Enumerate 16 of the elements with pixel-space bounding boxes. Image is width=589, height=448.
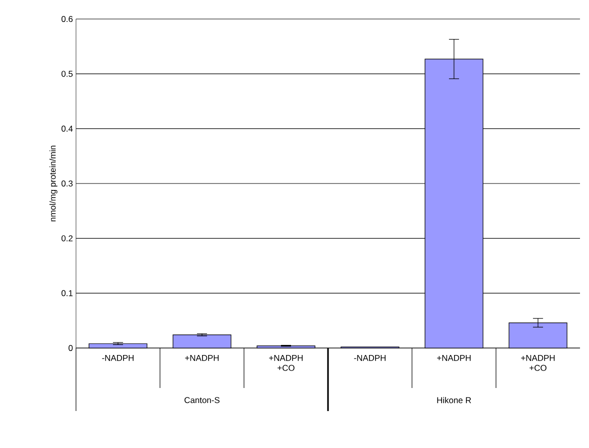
y-tick-label: 0.3 — [62, 180, 73, 186]
text: Hikone R — [437, 396, 472, 404]
y-tick-label: 0.5 — [62, 70, 73, 77]
x-tick-label: +NADPH — [185, 355, 219, 361]
x-tick-label: +NADPH +CO — [269, 355, 303, 371]
y-tick-label: 0.1 — [62, 290, 73, 296]
x-tick-label: +NADPH — [437, 355, 471, 361]
y-tick-label: 0.4 — [62, 126, 73, 132]
y-axis-title: nmol/mg protein/min — [49, 146, 58, 222]
x-tick-label: -NADPH — [354, 355, 386, 361]
y-tick-label: 0.2 — [62, 235, 73, 242]
y-tick-label: 0.6 — [62, 16, 73, 22]
x-tick-label: -NADPH — [102, 355, 134, 361]
text: Canton-S — [184, 397, 220, 404]
x-tick-label: +NADPH +CO — [521, 355, 555, 371]
y-tick-label: 0 — [68, 345, 73, 351]
